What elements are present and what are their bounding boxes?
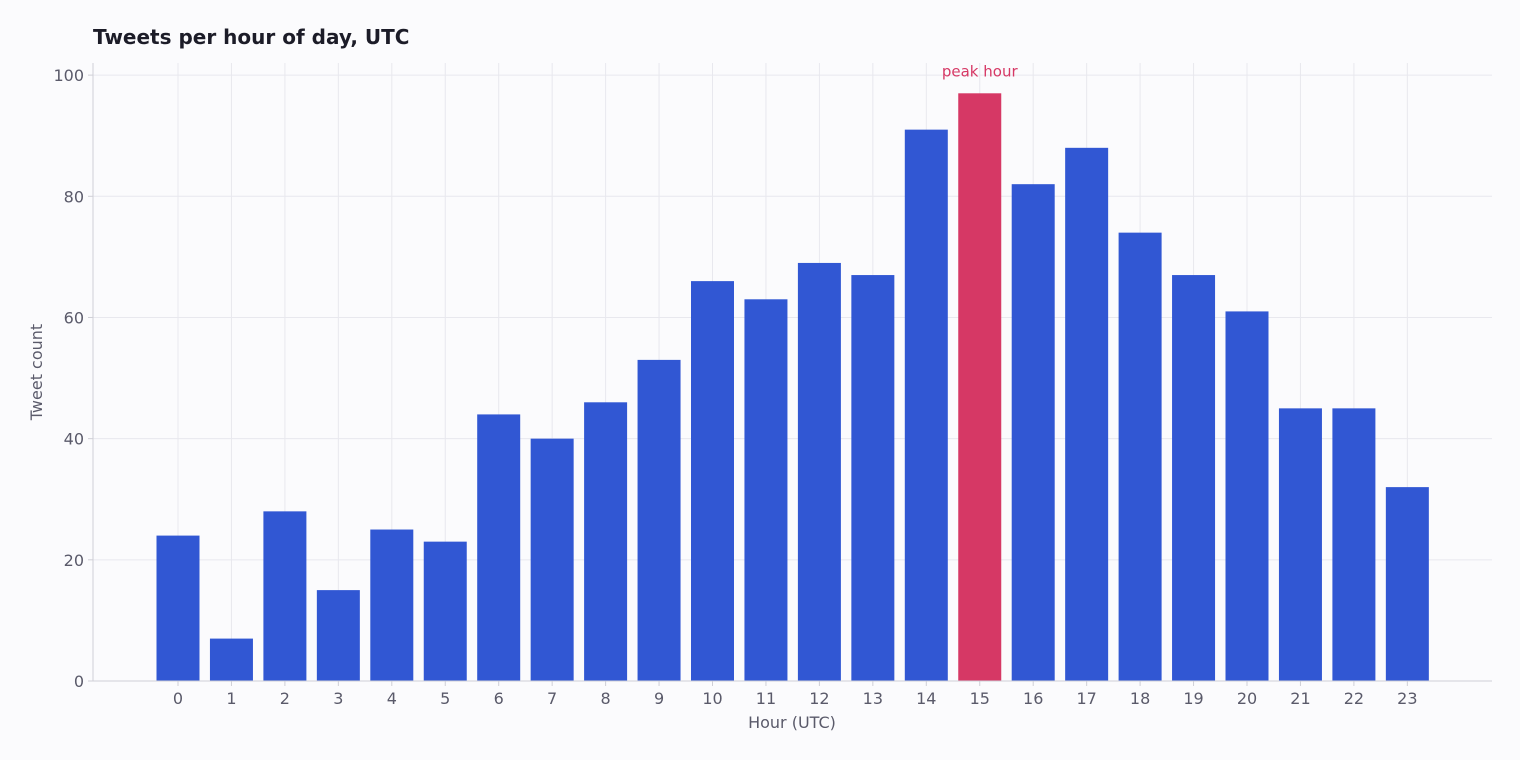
x-tick-label: 17 [1076, 689, 1096, 708]
bar-hour-6 [477, 414, 521, 681]
y-axis-ticks: 0 20 40 60 80 100 [53, 66, 93, 691]
bar-hour-1 [209, 638, 253, 681]
x-tick-label: 4 [387, 689, 397, 708]
bar-hour-18 [1118, 232, 1162, 681]
x-tick-label: 20 [1237, 689, 1257, 708]
peak-hour-annotation: peak hour [942, 62, 1019, 80]
bar-hour-12 [797, 262, 841, 681]
x-tick-label: 7 [547, 689, 557, 708]
bar-hour-16 [1011, 184, 1055, 682]
x-tick-label: 10 [702, 689, 722, 708]
bar-hour-11 [744, 299, 788, 681]
y-tick-label: 0 [74, 672, 84, 691]
x-tick-label: 3 [333, 689, 343, 708]
x-tick-label: 19 [1183, 689, 1203, 708]
bar-hour-5 [423, 541, 467, 681]
x-tick-label: 21 [1290, 689, 1310, 708]
y-tick-label: 40 [64, 430, 84, 449]
x-tick-label: 14 [916, 689, 936, 708]
y-axis-label: Tweet count [27, 324, 46, 421]
bar-hour-9 [637, 359, 681, 681]
y-tick-label: 100 [53, 66, 84, 85]
x-tick-label: 23 [1397, 689, 1417, 708]
x-tick-label: 9 [654, 689, 664, 708]
x-tick-label: 8 [601, 689, 611, 708]
x-tick-label: 16 [1023, 689, 1043, 708]
x-tick-label: 11 [756, 689, 776, 708]
bar-hour-21 [1278, 408, 1322, 681]
x-tick-label: 12 [809, 689, 829, 708]
x-tick-label: 13 [863, 689, 883, 708]
x-tick-label: 2 [280, 689, 290, 708]
x-tick-label: 18 [1130, 689, 1150, 708]
bar-hour-20 [1225, 311, 1269, 681]
bar-hour-2 [263, 511, 307, 681]
x-tick-label: 6 [494, 689, 504, 708]
bar-hour-13 [851, 275, 895, 681]
x-tick-label: 5 [440, 689, 450, 708]
x-axis-label: Hour (UTC) [748, 713, 836, 732]
bar-hour-22 [1332, 408, 1376, 681]
y-tick-label: 20 [64, 551, 84, 570]
bars [156, 93, 1429, 682]
bar-hour-8 [584, 402, 628, 681]
x-axis-ticks: 0 1 2 3 4 5 6 7 8 9 10 11 12 13 14 15 16 17 18 19 20 21 22 23 [173, 681, 1418, 708]
bar-hour-14 [904, 129, 948, 681]
bar-hour-17 [1065, 147, 1109, 681]
y-tick-label: 60 [64, 308, 84, 327]
x-tick-label: 1 [226, 689, 236, 708]
bar-hour-4 [370, 529, 414, 681]
bar-hour-0 [156, 535, 200, 681]
x-tick-label: 22 [1344, 689, 1364, 708]
bar-peak-hour-15 [958, 93, 1002, 681]
bar-hour-19 [1172, 275, 1216, 681]
bar-hour-23 [1385, 487, 1429, 681]
y-tick-label: 80 [64, 187, 84, 206]
bar-hour-3 [316, 590, 360, 681]
bar-hour-7 [530, 438, 574, 681]
chart-title: Tweets per hour of day, UTC [93, 25, 409, 49]
x-tick-label: 0 [173, 689, 183, 708]
bar-hour-10 [691, 281, 734, 681]
x-tick-label: 15 [970, 689, 990, 708]
